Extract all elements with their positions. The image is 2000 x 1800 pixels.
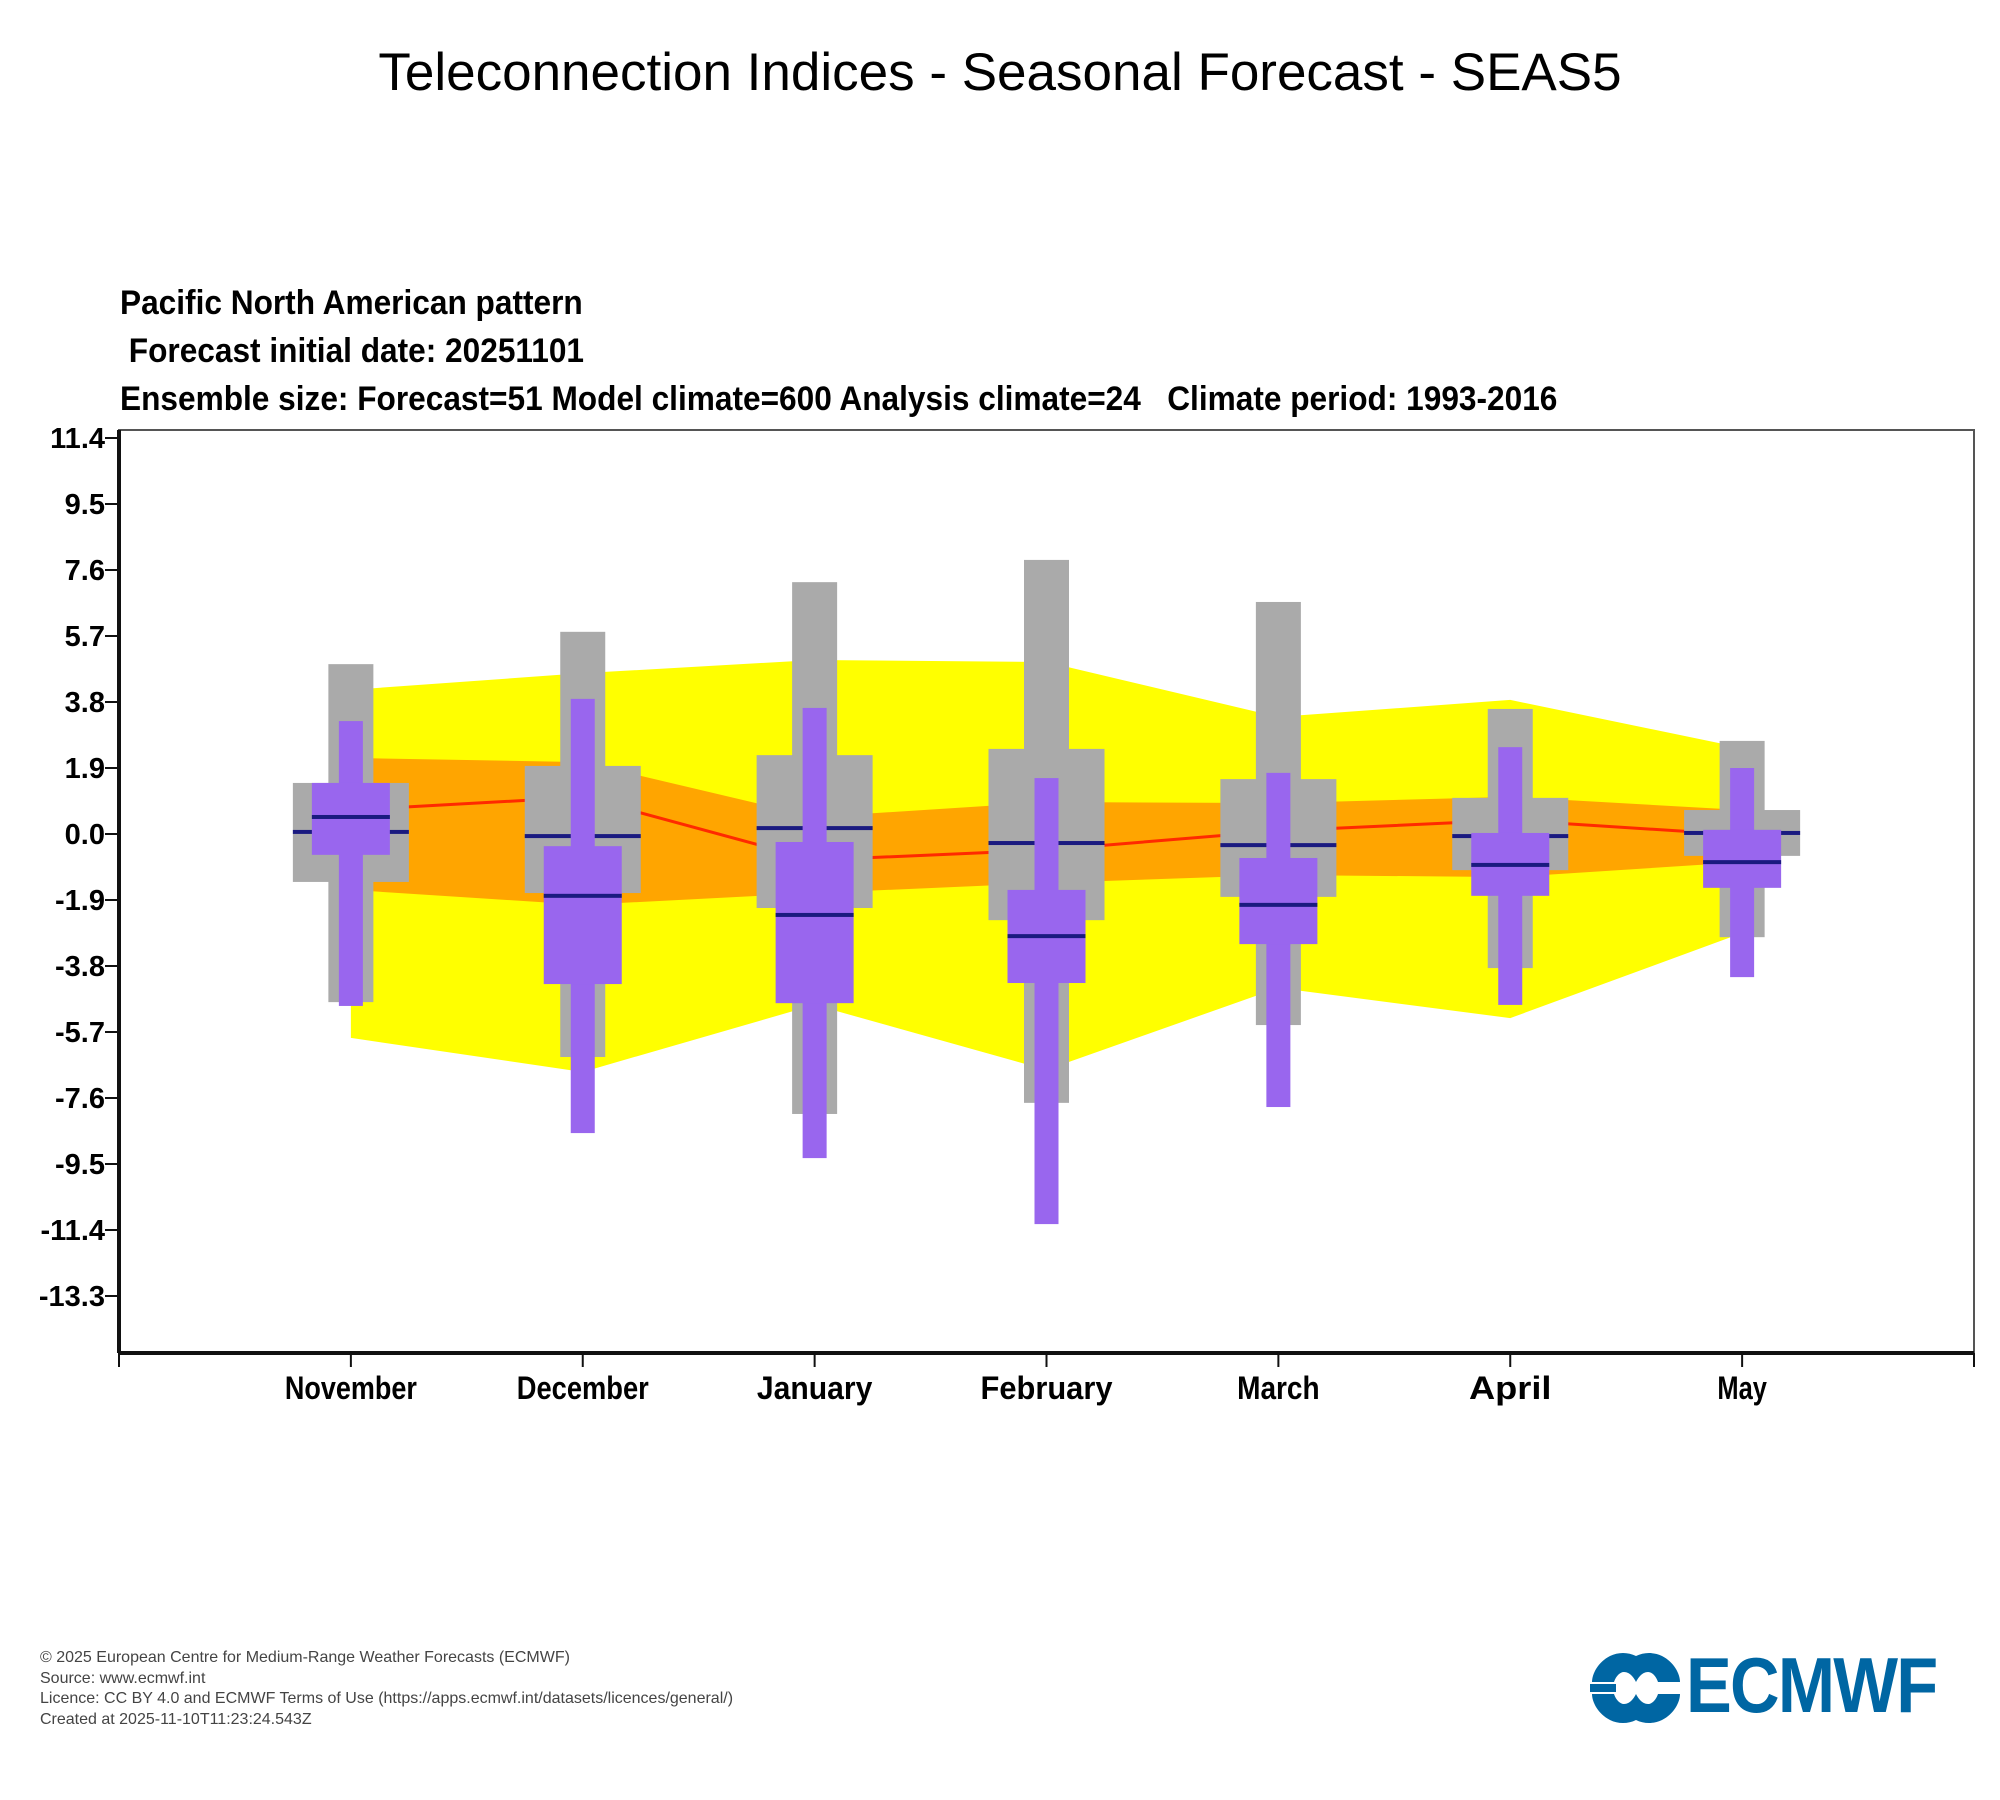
forecast-box (1239, 857, 1318, 945)
forecast-box (1703, 829, 1782, 888)
y-tick-label: 5.7 (65, 621, 105, 653)
footer: © 2025 European Centre for Medium-Range … (40, 1648, 733, 1730)
footer-created: Created at 2025-11-10T11:23:24.543Z (40, 1710, 312, 1728)
ecmwf-logo-icon (1590, 1653, 1680, 1723)
axes: 11.4 9.5 7.6 5.7 3.8 1.9 0.0 -1.9 -3.8 -5.7 -7.6 -9… (39, 423, 1975, 1406)
forecast-median (1471, 862, 1550, 867)
logo-text: ECMWF (1686, 1641, 1938, 1729)
box-group-january (756, 582, 873, 1159)
x-tick-label: March (1237, 1370, 1320, 1406)
y-tick-label: 0.0 (65, 819, 105, 851)
x-tick-label: February (981, 1370, 1113, 1406)
box-group-november (292, 664, 409, 1006)
forecast-median (775, 912, 854, 917)
y-tick-label: 3.8 (65, 687, 105, 719)
forecast-box (775, 841, 854, 1004)
y-tick-label: -11.4 (41, 1215, 106, 1247)
box-group-march (1220, 601, 1337, 1108)
y-tick-label: 11.4 (50, 423, 105, 455)
ecmwf-logo: ECMWF (1590, 1646, 1970, 1724)
forecast-median (311, 814, 390, 819)
forecast-box (543, 846, 622, 985)
box-group-may (1684, 740, 1801, 978)
page-title: Teleconnection Indices - Seasonal Foreca… (378, 43, 1622, 102)
x-tick-label: November (285, 1370, 417, 1406)
x-tick-label: January (757, 1370, 873, 1406)
x-tick-label: December (517, 1370, 649, 1406)
forecast-whisker (338, 721, 363, 1006)
y-tick-label: 1.9 (65, 753, 105, 785)
footer-source: Source: www.ecmwf.int (40, 1669, 206, 1687)
box-group-april (1452, 708, 1569, 1005)
y-tick-label: -5.7 (55, 1017, 105, 1049)
forecast-median (1239, 902, 1318, 907)
x-tick-label: April (1469, 1370, 1552, 1406)
x-tick-label: May (1717, 1370, 1767, 1406)
box-group-december (524, 631, 641, 1134)
y-tick-label: -9.5 (55, 1149, 105, 1181)
forecast-median (543, 893, 622, 898)
y-tick-label: -7.6 (55, 1083, 105, 1115)
footer-copyright: © 2025 European Centre for Medium-Range … (40, 1649, 570, 1666)
chart-title: Pacific North American pattern (120, 284, 583, 322)
ensemble-info: Ensemble size: Forecast=51 Model climate… (120, 380, 1558, 418)
box-plots (292, 559, 1801, 1225)
y-tick-label: -13.3 (39, 1281, 105, 1313)
forecast-median (1703, 860, 1782, 865)
y-tick-label: 7.6 (65, 555, 105, 587)
y-tick-label: 9.5 (65, 489, 105, 521)
forecast-initial-date: Forecast initial date: 20251101 (120, 332, 585, 370)
forecast-median (1007, 934, 1086, 939)
forecast-whisker (1034, 778, 1059, 1225)
y-tick-label: -1.9 (55, 885, 105, 917)
y-tick-label: -3.8 (55, 951, 105, 983)
box-group-february (988, 559, 1105, 1225)
footer-licence: Licence: CC BY 4.0 and ECMWF Terms of Us… (40, 1690, 734, 1707)
